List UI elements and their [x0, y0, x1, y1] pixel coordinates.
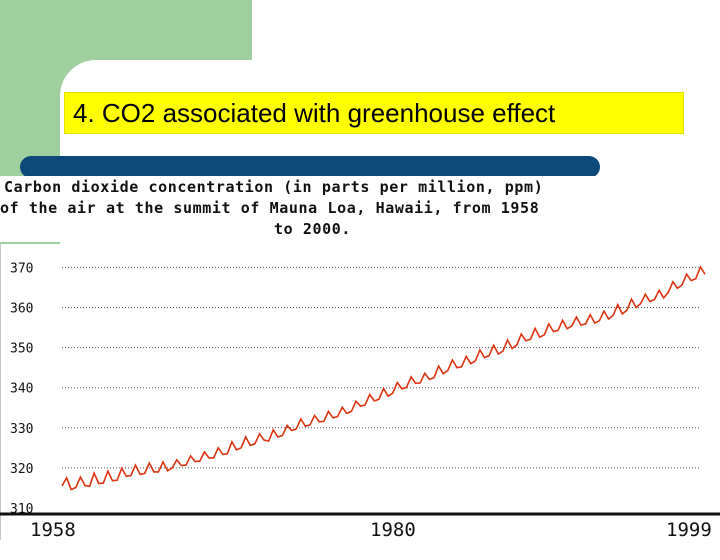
y-tick-label: 320 — [10, 462, 33, 477]
grid-lines — [62, 266, 700, 469]
decorative-blue-bar — [20, 156, 600, 178]
slide-title: 4. CO2 associated with greenhouse effect — [73, 98, 556, 128]
chart-heading-line-3: to 2000. — [274, 220, 352, 238]
chart-heading-line-1: Carbon dioxide concentration (in parts p… — [4, 178, 544, 196]
chart-heading-panel: Carbon dioxide concentration (in parts p… — [0, 176, 720, 242]
x-tick-label: 1999 — [666, 519, 712, 540]
y-tick-label: 330 — [10, 422, 33, 437]
slide-title-box — [64, 92, 684, 134]
y-tick-label: 370 — [10, 261, 33, 276]
x-tick-label: 1980 — [370, 519, 416, 540]
co2-series-line — [61, 265, 706, 491]
plot-panel — [0, 244, 720, 540]
chart-heading-line-2: of the air at the summit of Mauna Loa, H… — [0, 199, 540, 217]
x-axis-ticks: 1958 1980 1999 — [30, 519, 712, 540]
y-tick-label: 340 — [10, 382, 33, 397]
y-tick-label: 350 — [10, 342, 33, 357]
y-tick-label: 360 — [10, 302, 33, 317]
x-tick-label: 1958 — [30, 519, 76, 540]
